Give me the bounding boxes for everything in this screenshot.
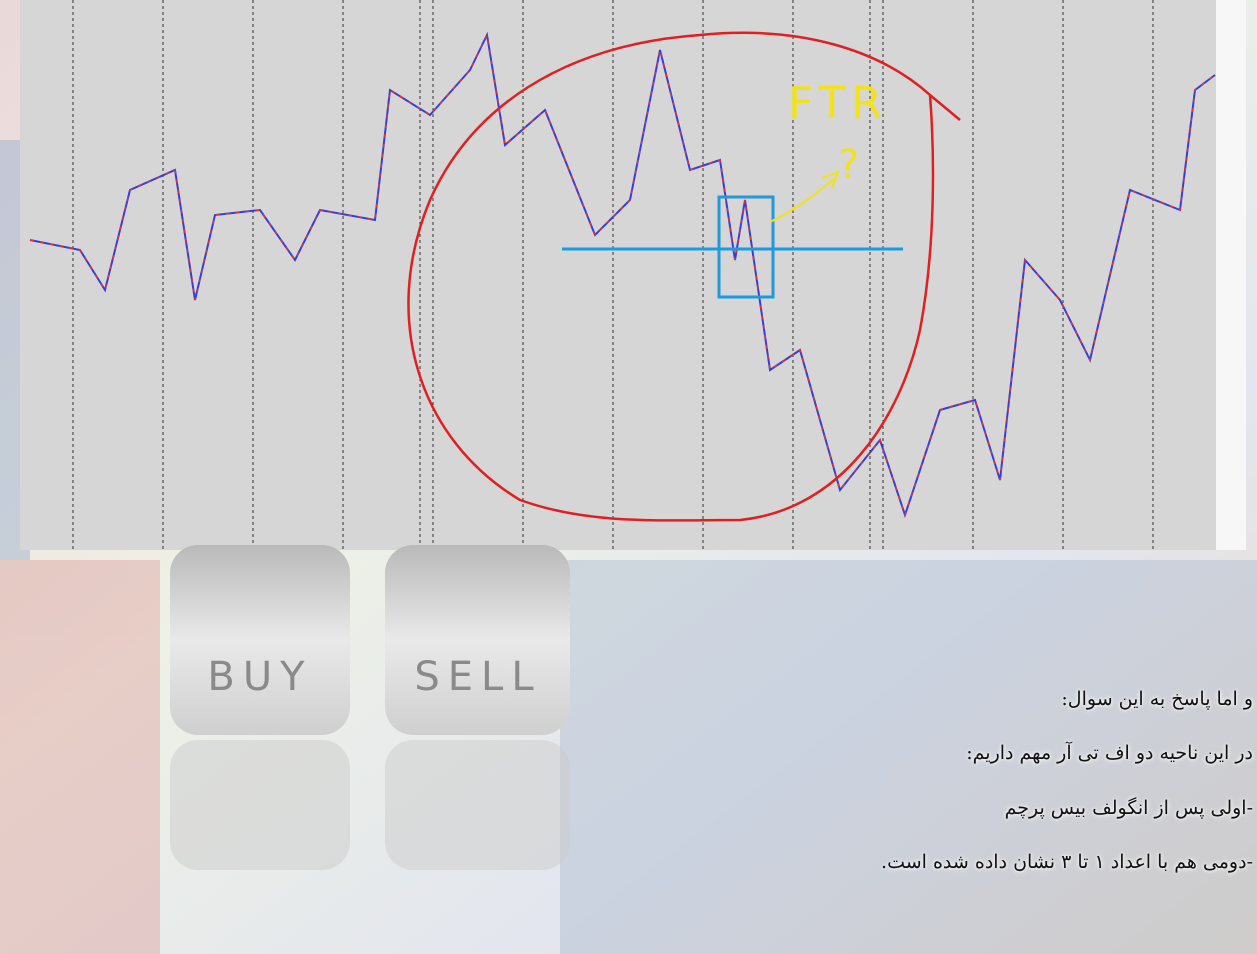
- text-line: در این ناحیه دو اف تی آر مهم داریم:: [966, 742, 1253, 764]
- die-label: BUY: [207, 654, 312, 700]
- page: {"chart_annotations": {"label": "FTR", "…: [0, 0, 1257, 954]
- text-line: و اما پاسخ به این سوال:: [1061, 688, 1253, 710]
- ftr-mark: ?: [838, 142, 859, 188]
- chart-area: [20, 0, 1216, 550]
- text-line: -دومی هم با اعداد ۱ تا ۳ نشان داده شده ا…: [881, 851, 1253, 873]
- die: [170, 545, 350, 735]
- price-axis: [1216, 0, 1246, 550]
- die-reflection: [170, 740, 350, 870]
- die-label: SELL: [414, 654, 541, 700]
- die: [385, 545, 570, 735]
- text-line: -اولی پس از انگولف بیس پرچم: [1005, 797, 1253, 819]
- ftr-label: FTR: [788, 78, 888, 129]
- die-reflection: [385, 740, 570, 870]
